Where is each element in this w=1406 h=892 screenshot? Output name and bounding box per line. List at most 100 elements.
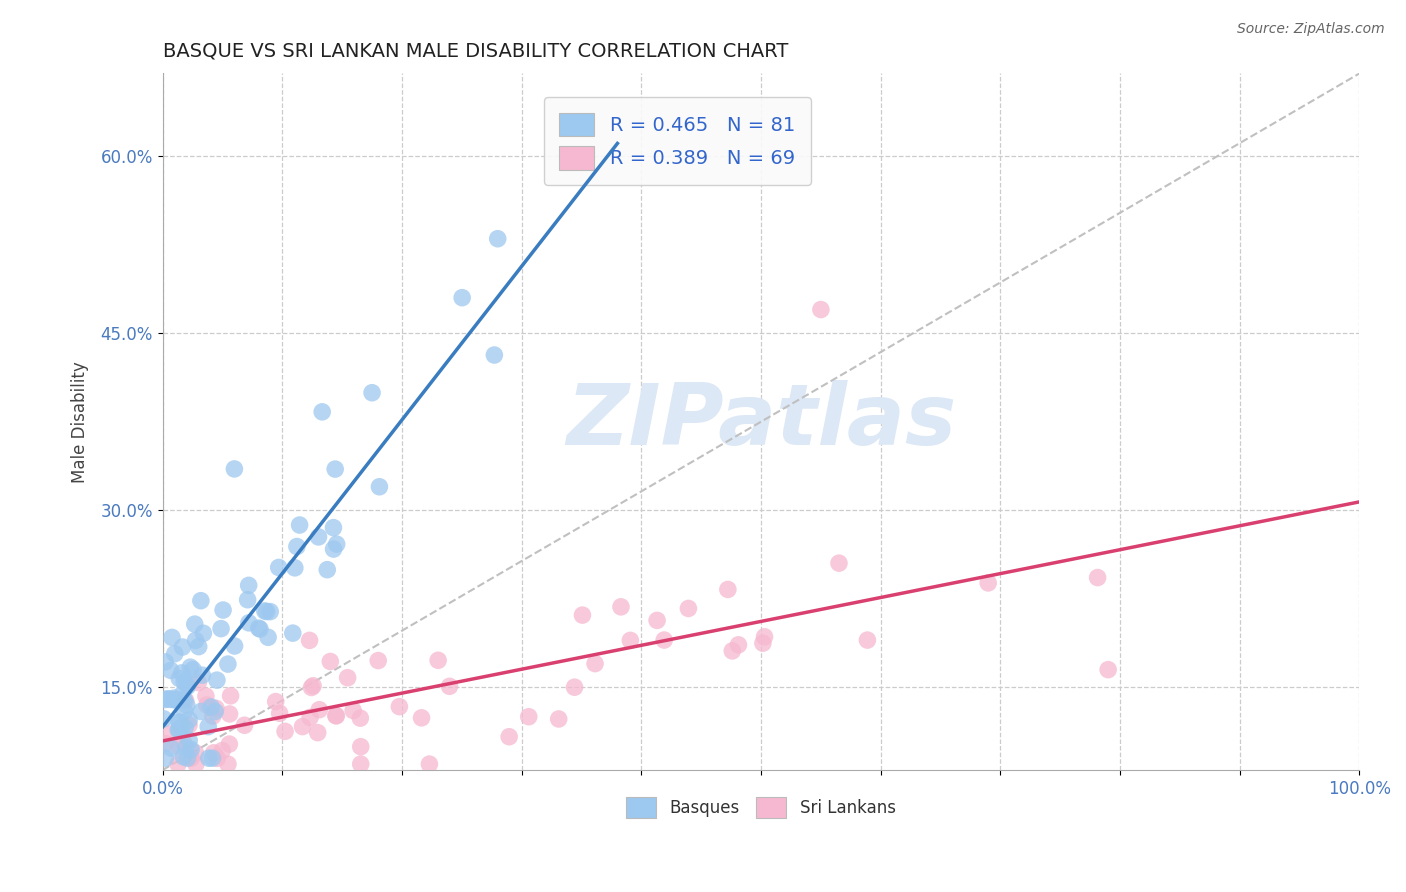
Point bbox=[179, 713, 201, 727]
Point bbox=[160, 741, 183, 756]
Point bbox=[517, 709, 540, 723]
Point bbox=[167, 715, 190, 730]
Point bbox=[299, 710, 322, 724]
Point bbox=[170, 720, 193, 734]
Point bbox=[217, 757, 239, 772]
Point bbox=[284, 561, 307, 575]
Point bbox=[316, 563, 339, 577]
Point bbox=[571, 608, 593, 623]
Point bbox=[308, 703, 330, 717]
Point bbox=[167, 739, 190, 754]
Point bbox=[174, 720, 197, 734]
Point bbox=[160, 631, 183, 645]
Point bbox=[645, 614, 668, 628]
Point bbox=[311, 405, 333, 419]
Point bbox=[247, 621, 270, 635]
Point bbox=[564, 680, 586, 694]
Point bbox=[336, 671, 359, 685]
Point bbox=[249, 622, 271, 636]
Point bbox=[194, 689, 217, 703]
Point bbox=[184, 746, 207, 760]
Point bbox=[342, 703, 364, 717]
Point bbox=[176, 675, 198, 690]
Point bbox=[211, 744, 233, 758]
Point bbox=[1097, 663, 1119, 677]
Point bbox=[193, 626, 215, 640]
Point bbox=[176, 698, 198, 712]
Point bbox=[486, 232, 509, 246]
Point bbox=[155, 737, 177, 751]
Point bbox=[727, 638, 749, 652]
Point bbox=[267, 560, 290, 574]
Point bbox=[187, 640, 209, 654]
Point bbox=[281, 626, 304, 640]
Point bbox=[204, 705, 226, 719]
Point bbox=[176, 751, 198, 765]
Point bbox=[187, 675, 209, 690]
Point bbox=[451, 291, 474, 305]
Point bbox=[323, 462, 346, 476]
Point bbox=[217, 657, 239, 671]
Point bbox=[173, 735, 195, 749]
Point bbox=[977, 575, 1000, 590]
Point bbox=[368, 480, 391, 494]
Point bbox=[238, 615, 260, 630]
Point bbox=[212, 603, 235, 617]
Point bbox=[205, 673, 228, 687]
Point bbox=[155, 655, 177, 669]
Point bbox=[322, 521, 344, 535]
Point bbox=[236, 592, 259, 607]
Point bbox=[264, 695, 287, 709]
Point bbox=[350, 757, 373, 772]
Point bbox=[202, 746, 225, 760]
Point bbox=[201, 709, 224, 723]
Point bbox=[288, 518, 311, 533]
Point bbox=[218, 737, 240, 751]
Point bbox=[170, 665, 193, 680]
Point bbox=[172, 749, 194, 764]
Point bbox=[176, 679, 198, 693]
Point bbox=[325, 537, 347, 551]
Point bbox=[308, 530, 330, 544]
Point bbox=[169, 715, 191, 730]
Point bbox=[173, 675, 195, 690]
Point bbox=[652, 633, 675, 648]
Point bbox=[721, 644, 744, 658]
Point bbox=[179, 733, 201, 747]
Point bbox=[184, 633, 207, 648]
Point bbox=[180, 751, 202, 765]
Point bbox=[484, 348, 506, 362]
Point bbox=[191, 668, 214, 682]
Point bbox=[207, 751, 229, 765]
Point bbox=[173, 704, 195, 718]
Point bbox=[307, 725, 329, 739]
Point bbox=[167, 757, 190, 772]
Point bbox=[209, 622, 232, 636]
Point bbox=[184, 757, 207, 772]
Point bbox=[155, 751, 177, 765]
Point bbox=[301, 681, 323, 695]
Point bbox=[174, 693, 197, 707]
Point bbox=[302, 679, 325, 693]
Point bbox=[269, 706, 291, 721]
Point bbox=[274, 724, 297, 739]
Point bbox=[411, 711, 433, 725]
Point bbox=[285, 540, 308, 554]
Point bbox=[174, 740, 197, 755]
Text: ZIPatlas: ZIPatlas bbox=[565, 380, 956, 463]
Point bbox=[754, 630, 776, 644]
Point bbox=[325, 709, 347, 723]
Point bbox=[153, 692, 176, 706]
Point bbox=[547, 712, 569, 726]
Point bbox=[238, 578, 260, 592]
Point bbox=[219, 689, 242, 703]
Point bbox=[195, 698, 218, 712]
Point bbox=[828, 556, 851, 570]
Y-axis label: Male Disability: Male Disability bbox=[72, 361, 89, 483]
Point bbox=[856, 633, 879, 648]
Point bbox=[172, 640, 194, 654]
Point bbox=[319, 655, 342, 669]
Point bbox=[201, 751, 224, 765]
Point bbox=[172, 687, 194, 701]
Point bbox=[619, 633, 641, 648]
